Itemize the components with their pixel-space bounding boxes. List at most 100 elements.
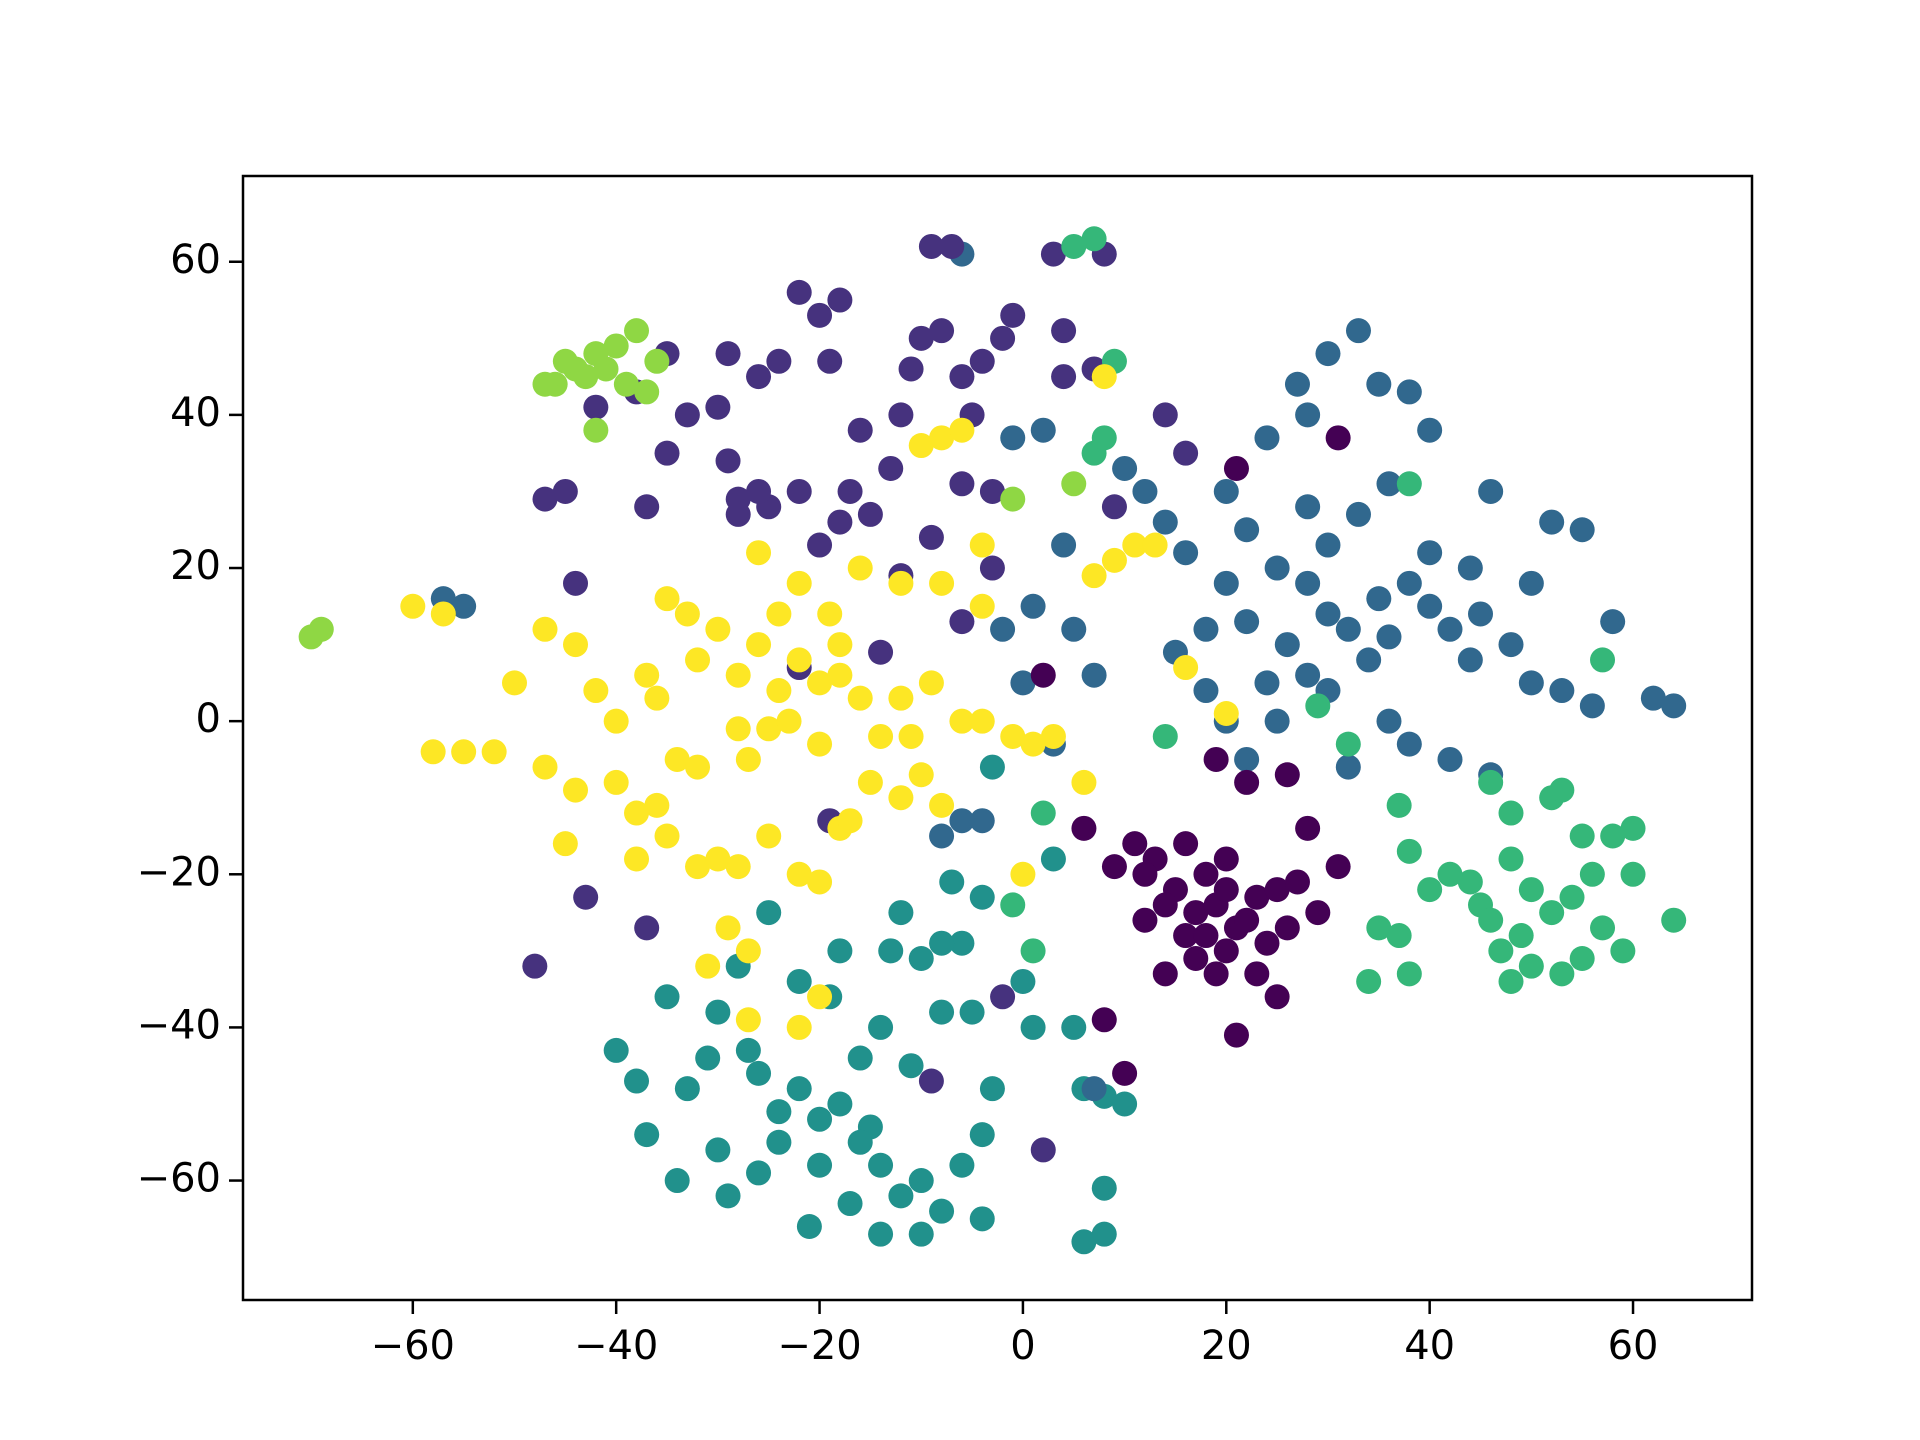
scatter-point [746,478,772,504]
scatter-point [1061,471,1087,497]
scatter-point [857,501,883,527]
scatter-point [1020,1014,1046,1040]
scatter-point [654,440,680,466]
scatter-point [746,540,772,566]
scatter-point [400,593,426,619]
scatter-point [1376,471,1402,497]
scatter-point [1101,547,1127,573]
scatter-point [878,455,904,481]
plot-area [243,176,1752,1300]
scatter-point [1518,953,1544,979]
scatter-point [1600,823,1626,849]
scatter-point [1152,892,1178,918]
y-tick-label: −60 [137,1156,221,1202]
scatter-point [654,823,680,849]
scatter-point [949,417,975,443]
scatter-point [949,364,975,390]
scatter-point [1539,509,1565,535]
scatter-point [1590,915,1616,941]
scatter-point [1234,769,1260,795]
scatter-point [644,792,670,818]
scatter-point [1590,647,1616,673]
scatter-point [868,1152,894,1178]
axes-frame [241,174,1754,1302]
scatter-point [1549,678,1575,704]
scatter-point [1000,302,1026,328]
scatter-point [1325,425,1351,451]
scatter-point [522,953,548,979]
scatter-point [705,1137,731,1163]
scatter-point [1315,341,1341,367]
scatter-point [979,754,1005,780]
scatter-point [1264,984,1290,1010]
scatter-point [959,999,985,1025]
scatter-point [746,1160,772,1186]
scatter-point [969,532,995,558]
scatter-point [1193,678,1219,704]
scatter-point [1112,455,1138,481]
scatter-point [949,808,975,834]
scatter-point [1417,417,1443,443]
scatter-point [786,478,812,504]
scatter-point [990,325,1016,351]
scatter-point [949,1152,975,1178]
scatter-point [583,678,609,704]
scatter-point [1488,938,1514,964]
scatter-point [807,984,833,1010]
scatter-point [908,762,934,788]
scatter-point [1234,517,1260,543]
scatter-point [1274,762,1300,788]
scatter-point [1051,364,1077,390]
scatter-point [837,478,863,504]
scatter-point [1518,670,1544,696]
scatter-point [1305,900,1331,926]
scatter-point [1010,968,1036,994]
scatter-point [786,570,812,596]
scatter-point [1254,930,1280,956]
scatter-point [918,1068,944,1094]
scatter-point [1091,1175,1117,1201]
scatter-point [1264,555,1290,581]
scatter-point [939,869,965,895]
scatter-point [1061,616,1087,642]
scatter-point [1091,1221,1117,1247]
scatter-point [868,1221,894,1247]
scatter-point [1396,570,1422,596]
scatter-point [654,984,680,1010]
scatter-point [735,746,761,772]
scatter-point [552,478,578,504]
scatter-point [827,287,853,313]
scatter-point [705,999,731,1025]
y-tick-label: 60 [170,237,221,283]
scatter-point [1173,440,1199,466]
scatter-point [634,1122,660,1148]
scatter-point [715,448,741,474]
scatter-point [1315,532,1341,558]
scatter-point [1091,425,1117,451]
scatter-point [1478,478,1504,504]
scatter-point [868,639,894,665]
scatter-point [1274,915,1300,941]
scatter-point [725,662,751,688]
scatter-point [613,371,639,397]
scatter-point [573,364,599,390]
scatter-point [1132,861,1158,887]
scatter-point [1234,907,1260,933]
scatter-point [908,1221,934,1247]
scatter-point [1122,831,1148,857]
x-tick-label: 60 [1608,1323,1659,1369]
scatter-point [918,524,944,550]
scatter-point [1254,670,1280,696]
scatter-point [827,1091,853,1117]
scatter-point [1234,609,1260,635]
y-tick-label: 40 [170,390,221,436]
scatter-point [847,1129,873,1155]
scatter-point [308,616,334,642]
scatter-point [908,1168,934,1194]
scatter-point [786,968,812,994]
scatter-point [908,325,934,351]
scatter-point [756,900,782,926]
scatter-point [1193,616,1219,642]
scatter-point [1101,494,1127,520]
scatter-point [786,1014,812,1040]
